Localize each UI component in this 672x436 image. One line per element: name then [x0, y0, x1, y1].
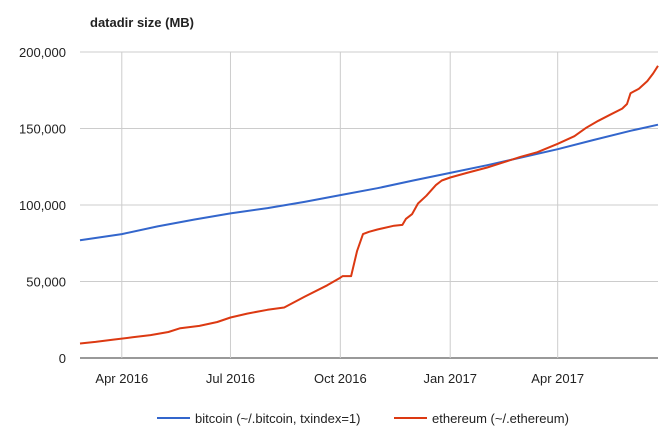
y-tick-label: 200,000	[19, 45, 66, 60]
x-tick-label: Jan 2017	[423, 371, 477, 386]
series-line-ethereum	[79, 65, 659, 345]
x-tick-label: Apr 2017	[531, 371, 584, 386]
y-tick-label: 0	[59, 351, 66, 366]
legend-label-ethereum: ethereum (~/.ethereum)	[432, 411, 569, 426]
y-tick-label: 150,000	[19, 122, 66, 137]
y-tick-label: 100,000	[19, 198, 66, 213]
series-line-bitcoin	[79, 123, 659, 242]
x-tick-label: Oct 2016	[314, 371, 367, 386]
chart-title: datadir size (MB)	[90, 15, 194, 30]
legend-label-bitcoin: bitcoin (~/.bitcoin, txindex=1)	[195, 411, 360, 426]
y-axis-labels: 0 50,000 100,000 150,000 200,000	[19, 45, 66, 366]
legend: bitcoin (~/.bitcoin, txindex=1) ethereum…	[157, 411, 569, 426]
x-axis-labels: Apr 2016 Jul 2016 Oct 2016 Jan 2017 Apr 2017	[95, 371, 584, 386]
x-tick-label: Jul 2016	[206, 371, 255, 386]
gridlines	[80, 51, 658, 359]
x-tick-label: Apr 2016	[95, 371, 148, 386]
series-lines	[79, 65, 659, 345]
y-tick-label: 50,000	[26, 275, 66, 290]
